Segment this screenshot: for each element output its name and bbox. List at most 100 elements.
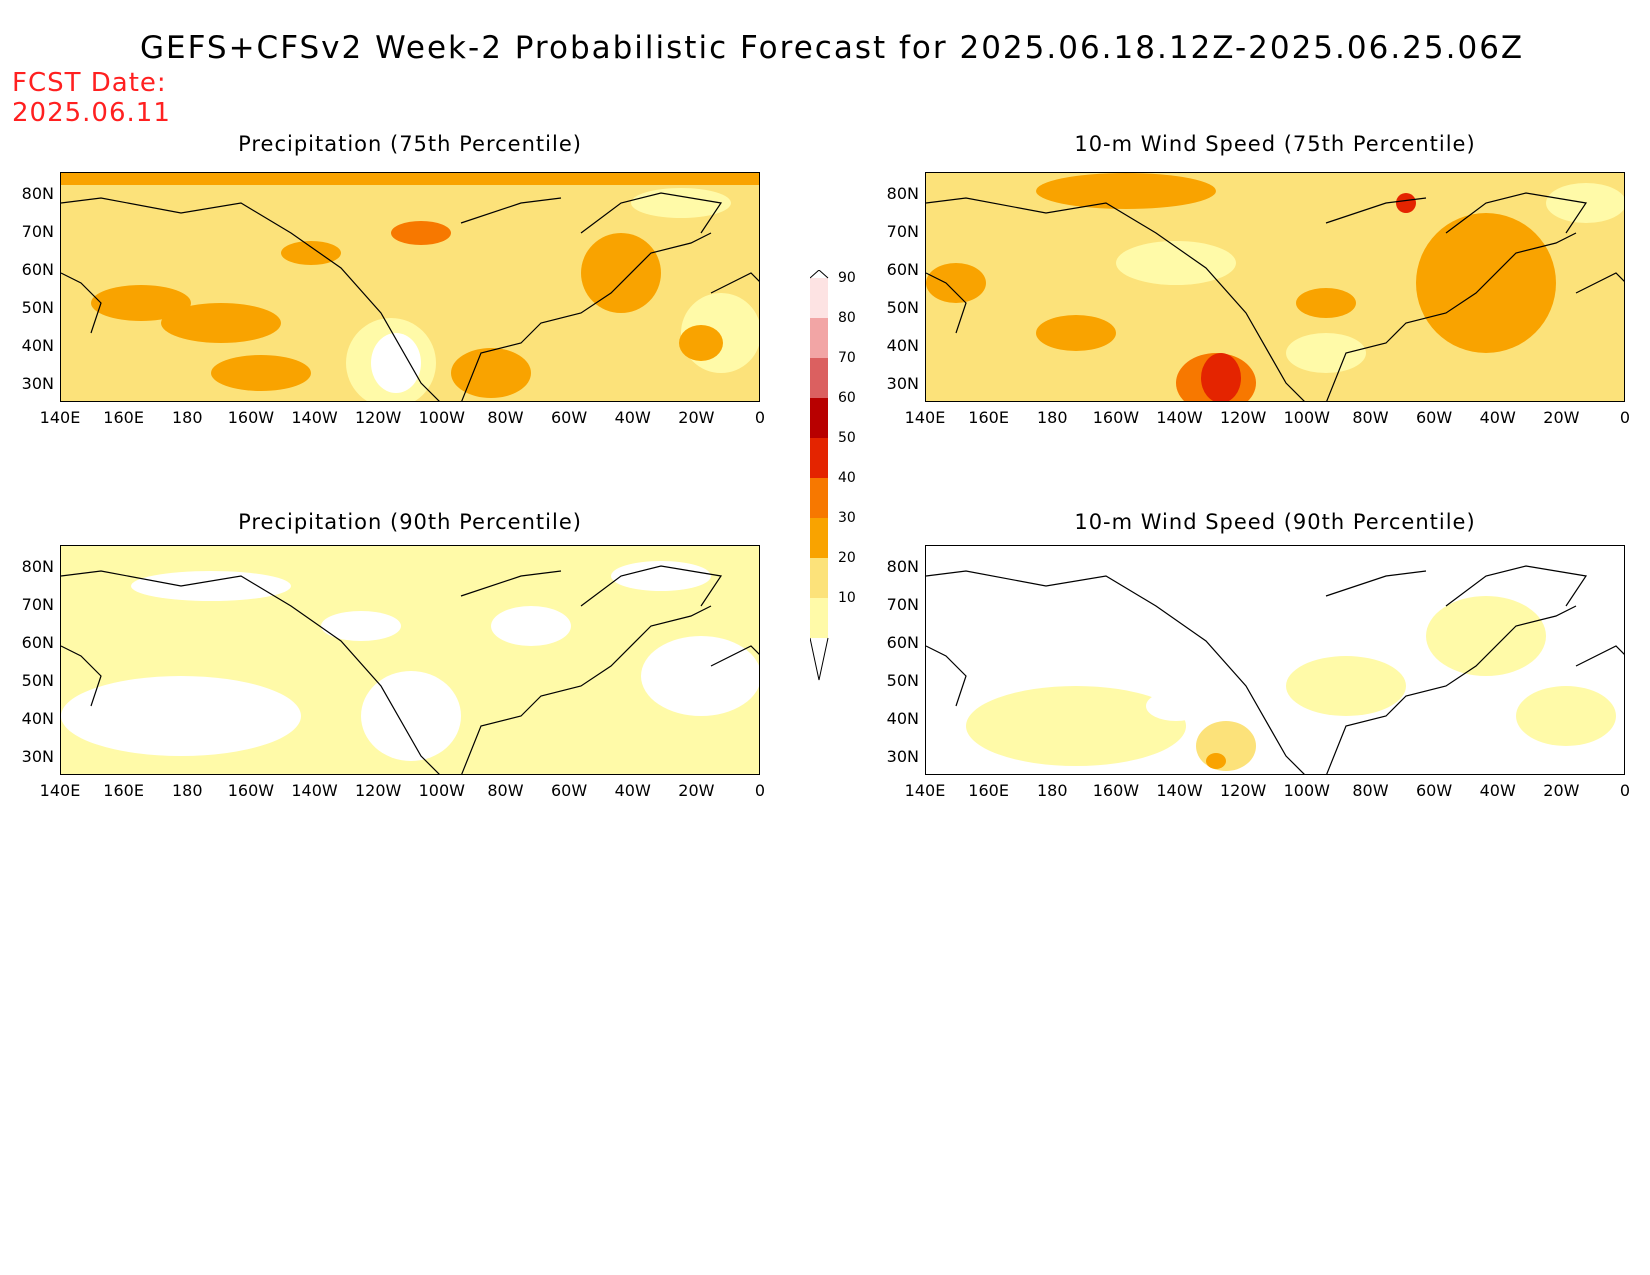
lon-tick-label: 140E (39, 408, 81, 427)
lon-tick-label: 0 (1619, 781, 1631, 800)
lat-tick-label: 50N (886, 671, 919, 690)
colorbar-tick-label: 70 (838, 350, 856, 366)
lat-tick-label: 50N (21, 298, 54, 317)
lon-tick-label: 60W (550, 408, 588, 427)
lon-tick-label: 0 (754, 781, 766, 800)
lon-tick-label: 140E (39, 781, 81, 800)
lon-tick-label: 180 (171, 408, 203, 427)
colorbar-tick-label: 10 (838, 590, 856, 606)
colorbar-swatch (810, 358, 828, 398)
lon-tick-label: 160W (227, 781, 275, 800)
colorbar-tick-label: 20 (838, 550, 856, 566)
lon-tick-label: 20W (1543, 408, 1580, 427)
lon-tick-label: 60W (550, 781, 588, 800)
colorbar-swatch (810, 398, 828, 438)
lon-tick-label: 20W (1543, 781, 1580, 800)
lat-tick-label: 60N (886, 260, 919, 279)
lon-tick-label: 160W (1092, 408, 1140, 427)
map-wind-75 (925, 172, 1625, 402)
lon-tick-label: 100W (418, 408, 465, 427)
lon-tick-label: 60W (1415, 781, 1453, 800)
lat-tick-label: 80N (21, 557, 54, 576)
lon-tick-label: 20W (678, 781, 715, 800)
colorbar-tick-label: 50 (838, 430, 856, 446)
colorbar-end-arrows (810, 270, 829, 681)
lon-tick-label: 140W (1156, 408, 1203, 427)
colorbar-swatch (810, 478, 828, 518)
lat-tick-label: 40N (886, 709, 919, 728)
lon-tick-label: 40W (1479, 408, 1516, 427)
colorbar-tick-label: 90 (838, 270, 856, 286)
figure-title: GEFS+CFSv2 Week-2 Probabilistic Forecast… (140, 30, 1525, 66)
lon-tick-label: 140W (291, 408, 338, 427)
colorbar-tick-label: 30 (838, 510, 856, 526)
colorbar-tick-label: 40 (838, 470, 856, 486)
lat-tick-label: 80N (886, 557, 919, 576)
lon-tick-label: 160E (103, 408, 144, 427)
lon-tick-label: 100W (1283, 781, 1330, 800)
colorbar-tick-label: 80 (838, 310, 856, 326)
colorbar-swatch (810, 598, 828, 638)
map-wind-75-field (926, 173, 1624, 401)
lon-tick-label: 80W (487, 408, 524, 427)
lon-tick-label: 20W (678, 408, 715, 427)
map-precip-75-field (61, 173, 759, 401)
lon-tick-label: 40W (614, 781, 651, 800)
lat-tick-label: 70N (21, 222, 54, 241)
colorbar-swatch (810, 438, 828, 478)
lon-tick-label: 180 (1036, 408, 1068, 427)
lat-tick-label: 70N (886, 595, 919, 614)
lon-tick-label: 160W (227, 408, 275, 427)
lat-tick-label: 80N (21, 184, 54, 203)
lat-tick-label: 30N (886, 747, 919, 766)
lon-tick-label: 140W (1156, 781, 1203, 800)
forecast-date-block: FCST Date: 2025.06.11 (12, 68, 171, 128)
lon-tick-label: 40W (614, 408, 651, 427)
map-wind-90 (925, 545, 1625, 775)
colorbar-swatch (810, 558, 828, 598)
lon-tick-label: 140E (904, 781, 946, 800)
lat-tick-label: 30N (21, 747, 54, 766)
lon-tick-label: 160E (968, 408, 1009, 427)
panel-title-precip-90: Precipitation (90th Percentile) (238, 510, 582, 534)
colorbar-swatch (810, 278, 828, 318)
lon-tick-label: 120W (354, 408, 402, 427)
lon-tick-label: 60W (1415, 408, 1453, 427)
lat-tick-label: 50N (21, 671, 54, 690)
colorbar-swatch (810, 518, 828, 558)
panel-title-wind-90: 10-m Wind Speed (90th Percentile) (1074, 510, 1476, 534)
colorbar-tick-label: 60 (838, 390, 856, 406)
lon-tick-label: 120W (1219, 408, 1267, 427)
lon-tick-label: 100W (1283, 408, 1330, 427)
colorbar-swatch (810, 318, 828, 358)
panel-title-precip-75: Precipitation (75th Percentile) (238, 132, 582, 156)
lon-tick-label: 180 (1036, 781, 1068, 800)
lon-tick-label: 160E (968, 781, 1009, 800)
lon-tick-label: 40W (1479, 781, 1516, 800)
lon-tick-label: 140W (291, 781, 338, 800)
map-precip-90 (60, 545, 760, 775)
lon-tick-label: 160W (1092, 781, 1140, 800)
lon-tick-label: 80W (1352, 408, 1389, 427)
lon-tick-label: 120W (354, 781, 402, 800)
map-precip-90-field (61, 546, 759, 774)
lon-tick-label: 140E (904, 408, 946, 427)
lat-tick-label: 70N (886, 222, 919, 241)
colorbar (810, 270, 829, 681)
lon-tick-label: 80W (1352, 781, 1389, 800)
lat-tick-label: 70N (21, 595, 54, 614)
lon-tick-label: 160E (103, 781, 144, 800)
lat-tick-label: 60N (886, 633, 919, 652)
lat-tick-label: 50N (886, 298, 919, 317)
lat-tick-label: 60N (21, 260, 54, 279)
forecast-date-value: 2025.06.11 (12, 98, 171, 128)
lat-tick-label: 40N (21, 336, 54, 355)
lat-tick-label: 80N (886, 184, 919, 203)
lat-tick-label: 30N (886, 374, 919, 393)
map-precip-75 (60, 172, 760, 402)
forecast-date-label: FCST Date: (12, 68, 167, 98)
lon-tick-label: 80W (487, 781, 524, 800)
lon-tick-label: 0 (1619, 408, 1631, 427)
lat-tick-label: 40N (886, 336, 919, 355)
lon-tick-label: 180 (171, 781, 203, 800)
